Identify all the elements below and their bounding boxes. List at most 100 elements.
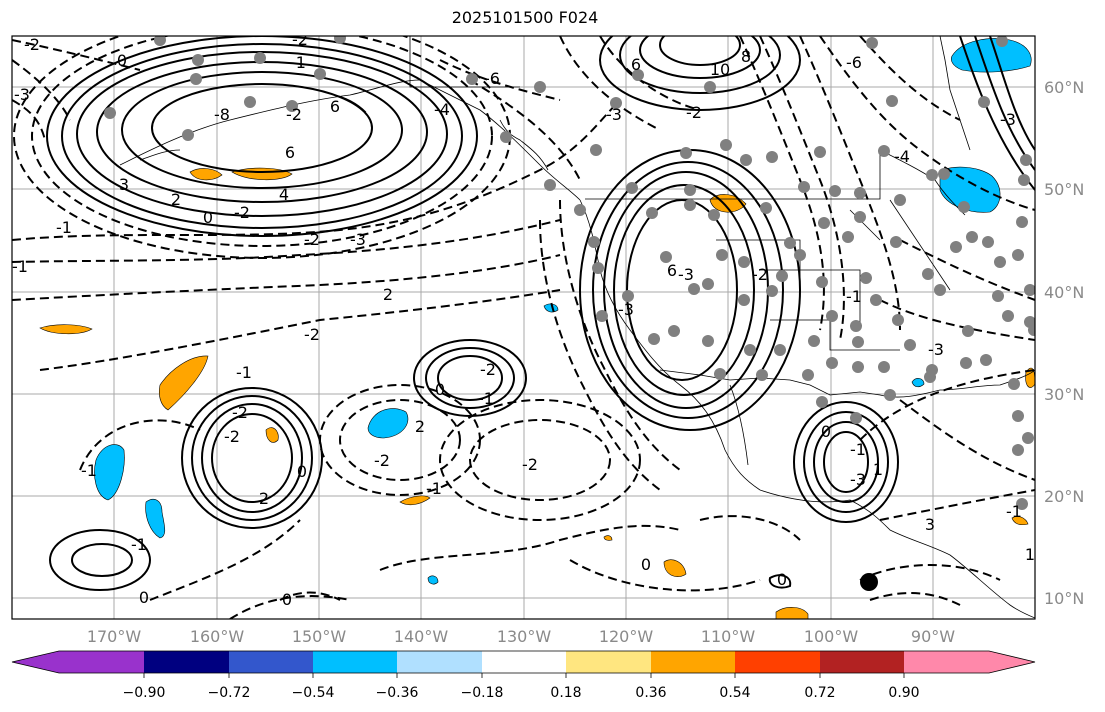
contour-label: -4 bbox=[894, 147, 910, 166]
map-title: 2025101500 F024 bbox=[451, 8, 599, 27]
lat-label: 40°N bbox=[1044, 283, 1084, 302]
contour-label: 4 bbox=[279, 185, 289, 204]
contour-label: -6 bbox=[846, 53, 862, 72]
contour-label: -2 bbox=[304, 325, 320, 344]
contour-label: -1 bbox=[236, 363, 252, 382]
contour-label: -3 bbox=[928, 340, 944, 359]
colorbar-tick-label: 0.54 bbox=[719, 685, 750, 701]
contour-label: 3 bbox=[925, 515, 935, 534]
colorbar-tick-label: 0.18 bbox=[550, 685, 581, 701]
colorbar-segment bbox=[59, 651, 144, 673]
contour-label: 0 bbox=[297, 462, 307, 481]
lon-label: 110°W bbox=[701, 627, 756, 646]
contour-label: -2 bbox=[686, 103, 702, 122]
contour-label: 6 bbox=[631, 55, 641, 74]
contour-label: 0 bbox=[282, 590, 292, 609]
contour-label: 0 bbox=[435, 380, 445, 399]
contour-label: -1 bbox=[478, 389, 494, 408]
colorbar-tick-label: −0.90 bbox=[123, 685, 166, 701]
lat-label: 10°N bbox=[1044, 589, 1084, 608]
colorbar-segment bbox=[904, 651, 989, 673]
contour-label: 2 bbox=[383, 285, 393, 304]
colorbar-tick-label: −0.18 bbox=[461, 685, 504, 701]
contour-label: -2 bbox=[224, 427, 240, 446]
contour-label: -1 bbox=[1006, 502, 1022, 521]
contour-label: 0 bbox=[777, 570, 787, 589]
colorbar: −0.90 −0.72 −0.54 −0.36 −0.18 0.18 0.36 … bbox=[11, 650, 1036, 701]
colorbar-segment bbox=[482, 651, 566, 673]
contour-label: 1 bbox=[873, 460, 883, 479]
lon-label: 120°W bbox=[599, 627, 654, 646]
contour-label: -1 bbox=[290, 53, 306, 72]
station-markers bbox=[104, 36, 1035, 510]
contour-label: 2 bbox=[259, 489, 269, 508]
center-marker bbox=[860, 573, 878, 591]
colorbar-tick-label: 0.36 bbox=[635, 685, 666, 701]
contour-label: -1 bbox=[12, 257, 28, 276]
colorbar-segment bbox=[820, 651, 904, 673]
contour-label: -1 bbox=[56, 218, 72, 237]
contour-label: -2 bbox=[480, 360, 496, 379]
contour-label: -2 bbox=[304, 230, 320, 249]
contour-label: 0 bbox=[641, 555, 651, 574]
colorbar-min-extension bbox=[12, 651, 59, 673]
lat-label: 30°N bbox=[1044, 385, 1084, 404]
contour-label: -2 bbox=[286, 105, 302, 124]
graticule bbox=[12, 36, 1035, 619]
contour-label: -2 bbox=[374, 451, 390, 470]
solid-contours bbox=[46, 36, 1035, 591]
latitude-labels: 60°N 50°N 40°N 30°N 20°N 10°N bbox=[1044, 78, 1084, 608]
lon-label: 160°W bbox=[190, 627, 245, 646]
contour-label: 0 bbox=[203, 208, 213, 227]
colorbar-segment bbox=[229, 651, 313, 673]
contour-label: 3 bbox=[119, 175, 129, 194]
contour-label: -2 bbox=[292, 30, 308, 49]
contour-label: -1 bbox=[846, 287, 862, 306]
colorbar-segment bbox=[397, 651, 482, 673]
longitude-labels: 170°W 160°W 150°W 140°W 130°W 120°W 110°… bbox=[87, 627, 955, 646]
contour-label: 6 bbox=[330, 97, 340, 116]
colorbar-segment bbox=[651, 651, 735, 673]
contour-label: -1 bbox=[81, 461, 97, 480]
lon-label: 140°W bbox=[394, 627, 449, 646]
contour-label: -3 bbox=[14, 85, 30, 104]
contour-label: -8 bbox=[214, 105, 230, 124]
colorbar-segment bbox=[313, 651, 397, 673]
contour-label: -1 bbox=[850, 440, 866, 459]
contour-label: -3 bbox=[850, 470, 866, 489]
contour-label: -2 bbox=[522, 455, 538, 474]
contour-label: -2 bbox=[234, 203, 250, 222]
contour-label: -1 bbox=[426, 479, 442, 498]
lon-label: 90°W bbox=[911, 627, 955, 646]
colorbar-max-extension bbox=[989, 651, 1035, 673]
contour-label: -6 bbox=[484, 69, 500, 88]
contour-label: -4 bbox=[434, 100, 450, 119]
lat-label: 50°N bbox=[1044, 180, 1084, 199]
contour-label: -1 bbox=[131, 535, 147, 554]
contour-label: -3 bbox=[618, 300, 634, 319]
contour-label: 0 bbox=[139, 588, 149, 607]
contour-label: -3 bbox=[606, 105, 622, 124]
colorbar-segment bbox=[735, 651, 820, 673]
contour-label: 10 bbox=[710, 60, 730, 79]
colorbar-segment bbox=[566, 651, 651, 673]
lon-label: 150°W bbox=[292, 627, 347, 646]
colorbar-tick-label: −0.72 bbox=[208, 685, 251, 701]
contour-label: 6 bbox=[285, 143, 295, 162]
contour-label: 6 bbox=[667, 261, 677, 280]
lon-label: 130°W bbox=[497, 627, 552, 646]
contour-label: -2 bbox=[232, 403, 248, 422]
colorbar-tick-label: −0.36 bbox=[376, 685, 419, 701]
contour-label: -3 bbox=[678, 265, 694, 284]
colorbar-outline bbox=[11, 650, 1036, 674]
map-frame bbox=[11, 35, 1036, 620]
contour-label: 2 bbox=[415, 417, 425, 436]
lat-label: 60°N bbox=[1044, 78, 1084, 97]
contour-label: -3 bbox=[350, 230, 366, 249]
contour-label: -2 bbox=[752, 265, 768, 284]
contour-label: 2 bbox=[171, 190, 181, 209]
negative-shading bbox=[94, 38, 1032, 585]
colorbar-tick-label: 0.90 bbox=[888, 685, 919, 701]
colorbar-segment bbox=[144, 651, 229, 673]
colorbar-tick-label: −0.54 bbox=[292, 685, 335, 701]
